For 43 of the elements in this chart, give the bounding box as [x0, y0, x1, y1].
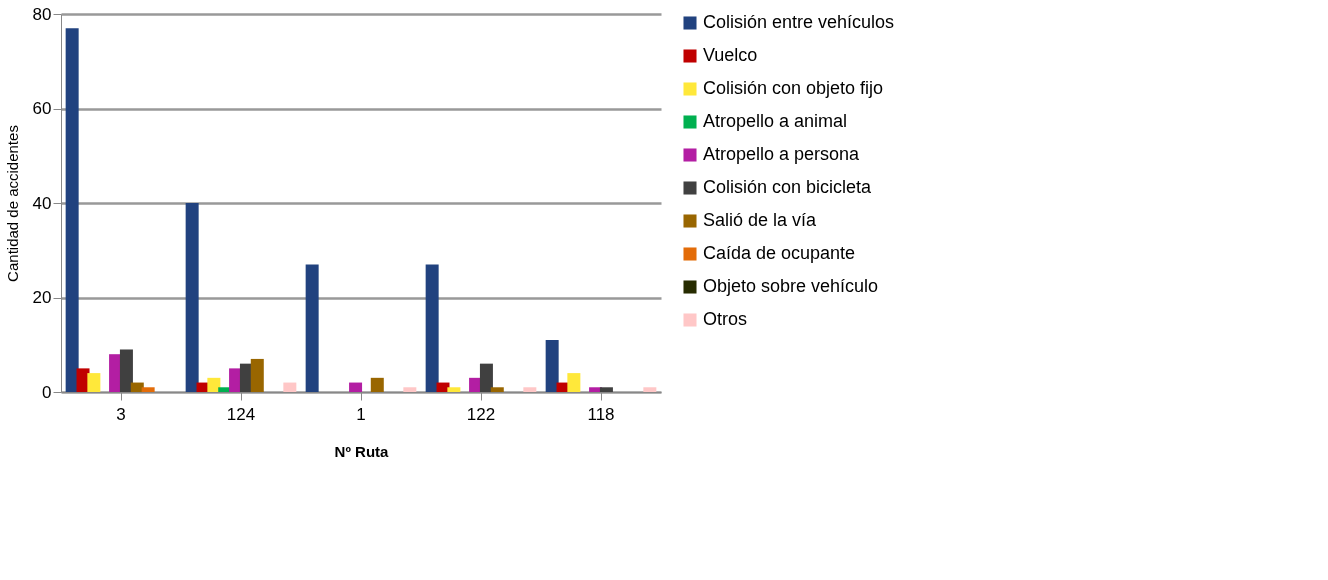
legend-label: Objeto sobre vehículo — [703, 276, 879, 296]
legend-label: Colisión entre vehículos — [703, 12, 895, 32]
bar — [447, 387, 461, 392]
bar — [87, 373, 101, 392]
bar — [567, 373, 581, 392]
y-tick-label: 40 — [32, 193, 52, 213]
bar — [599, 387, 613, 392]
bar — [283, 382, 297, 392]
y-tick-label: 0 — [42, 382, 52, 402]
bar — [250, 358, 264, 392]
x-tick-label: 122 — [466, 404, 496, 424]
bar — [305, 264, 319, 392]
bar — [141, 387, 155, 392]
bar — [403, 387, 417, 392]
legend-label: Atropello a animal — [703, 111, 848, 131]
legend-label: Caída de ocupante — [703, 243, 856, 263]
bar — [523, 387, 537, 392]
bar — [207, 377, 221, 392]
bar — [65, 28, 79, 392]
legend-label: Vuelco — [703, 45, 758, 65]
legend-label: Colisión con bicicleta — [703, 177, 873, 197]
y-axis-title: Cantidad de accidentes — [3, 125, 21, 282]
bar — [185, 203, 199, 392]
bar — [479, 363, 493, 392]
y-tick-label: 20 — [32, 288, 52, 307]
bar — [119, 349, 133, 392]
bar — [643, 387, 657, 392]
bar — [490, 387, 504, 392]
bar — [425, 264, 439, 392]
x-tick-label: 1 — [356, 404, 366, 424]
bar — [370, 377, 384, 392]
x-tick-label: 124 — [226, 404, 256, 424]
bar — [349, 382, 363, 392]
legend-label: Colisión con objeto fijo — [703, 78, 884, 98]
legend-label: Salió de la vía — [703, 210, 818, 230]
bar — [545, 340, 559, 392]
x-tick-label: 3 — [116, 404, 126, 424]
y-tick-label: 60 — [32, 99, 52, 118]
y-tick-label: 80 — [32, 4, 52, 24]
legend-label: Atropello a persona — [703, 144, 861, 164]
x-tick-label: 118 — [587, 404, 615, 424]
x-axis-title: Nº Ruta — [334, 442, 390, 460]
legend-label: Otros — [703, 309, 748, 329]
